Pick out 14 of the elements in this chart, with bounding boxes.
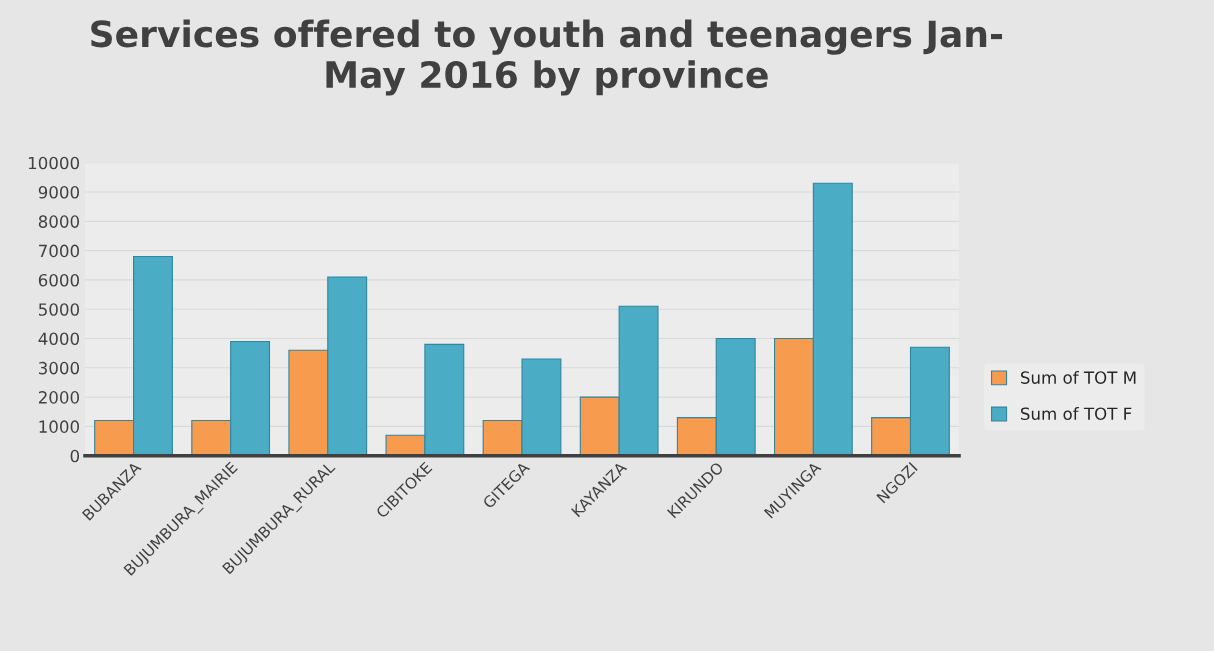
y-tick-label: 2000	[38, 391, 80, 404]
y-tick-label: 3000	[38, 361, 80, 375]
y-tick-label: 6000	[38, 273, 80, 287]
y-tick-label: 10000	[28, 156, 80, 170]
y-tick-label: 0	[70, 449, 80, 463]
legend-label: Sum of TOT F	[1020, 407, 1132, 421]
y-tick-label: 4000	[38, 332, 80, 346]
y-tick-label: 5000	[38, 303, 80, 316]
chart-title: Services offered to youth and teenagers Jan- May 2016 by province	[91, 19, 1003, 96]
y-tick-label: 9000	[38, 186, 80, 199]
legend-label: Sum of TOT M	[1020, 370, 1136, 384]
y-tick-label: 1000	[39, 420, 80, 433]
y-tick-label: 8000	[38, 215, 80, 228]
y-tick-label: 7000	[39, 244, 80, 258]
